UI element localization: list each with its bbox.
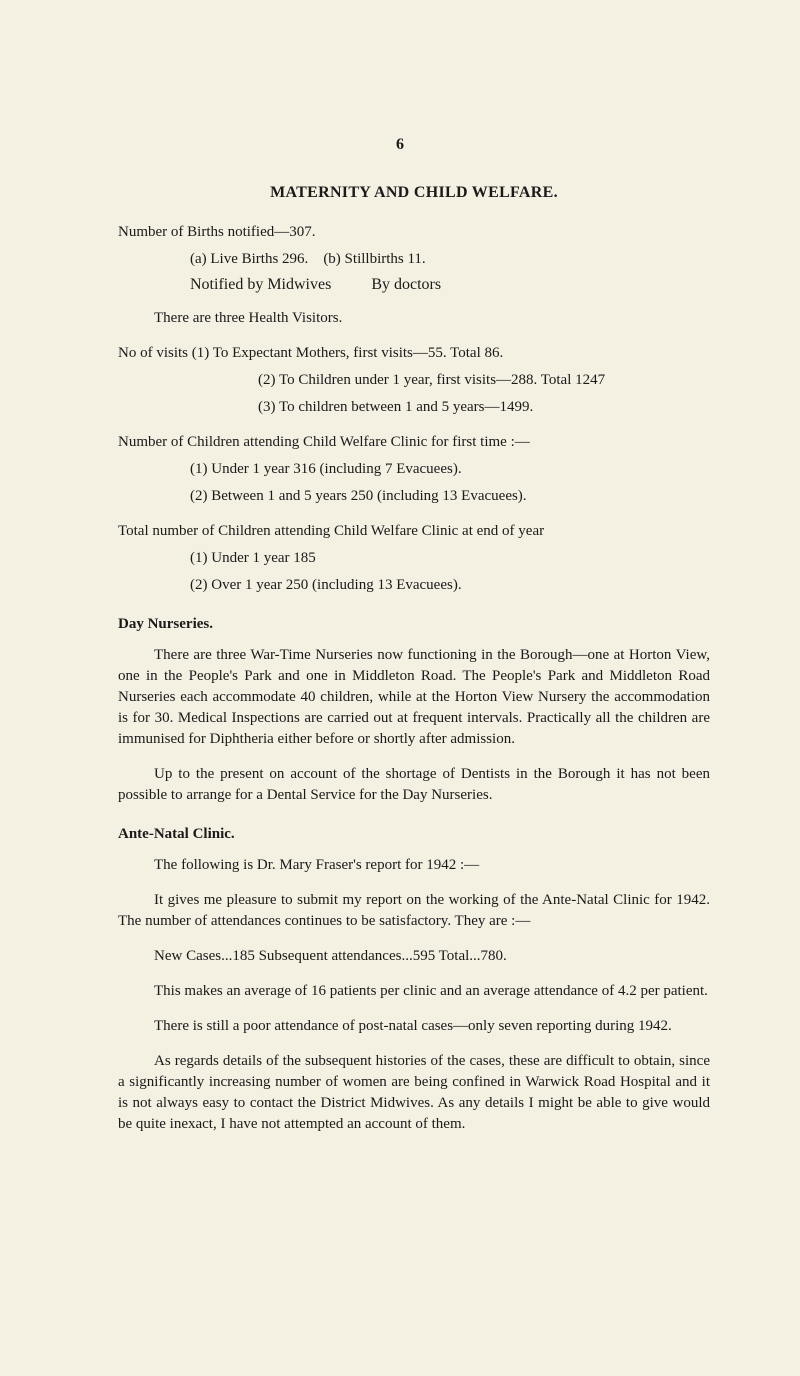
health-visitors: There are three Health Visitors.: [118, 308, 710, 329]
ante-para-4: This makes an average of 16 patients per…: [118, 981, 710, 1002]
children-attending-end-year: Total number of Children attending Child…: [118, 521, 710, 542]
day-nurseries-para-1: There are three War-Time Nurseries now f…: [118, 645, 710, 750]
live-births-stillbirths: (a) Live Births 296. (b) Stillbirths 11.: [118, 249, 710, 270]
visits-line-3: (3) To children between 1 and 5 years—14…: [118, 397, 710, 418]
ante-para-6: As regards details of the subsequent his…: [118, 1051, 710, 1135]
stillbirths: (b) Stillbirths 11.: [323, 251, 425, 267]
ante-para-1: The following is Dr. Mary Fraser's repor…: [118, 855, 710, 876]
notified-midwives: Notified by Midwives: [190, 276, 331, 294]
ante-para-5: There is still a poor attendance of post…: [118, 1016, 710, 1037]
page-number: 6: [0, 136, 800, 154]
ante-natal-heading: Ante-Natal Clinic.: [118, 826, 710, 843]
first-time-item-1: (1) Under 1 year 316 (including 7 Evacue…: [118, 459, 710, 480]
end-year-item-1: (1) Under 1 year 185: [118, 548, 710, 569]
ante-para-2: It gives me pleasure to submit my report…: [118, 890, 710, 932]
first-time-item-2: (2) Between 1 and 5 years 250 (including…: [118, 486, 710, 507]
ante-para-3: New Cases...185 Subsequent attendances..…: [118, 946, 710, 967]
end-year-item-2: (2) Over 1 year 250 (including 13 Evacue…: [118, 575, 710, 596]
visits-line-2: (2) To Children under 1 year, first visi…: [118, 370, 710, 391]
day-nurseries-para-2: Up to the present on account of the shor…: [118, 764, 710, 806]
live-births: (a) Live Births 296.: [190, 251, 308, 267]
visits-line-1: No of visits (1) To Expectant Mothers, f…: [118, 343, 710, 364]
births-notified: Number of Births notified—307.: [118, 222, 710, 243]
document-page: 6 MATERNITY AND CHILD WELFARE. Number of…: [0, 0, 800, 1376]
page-title: MATERNITY AND CHILD WELFARE.: [118, 184, 710, 202]
notified-by-row: Notified by Midwives By doctors: [118, 276, 710, 294]
notified-doctors: By doctors: [371, 276, 441, 294]
day-nurseries-heading: Day Nurseries.: [118, 616, 710, 633]
children-attending-first-time: Number of Children attending Child Welfa…: [118, 432, 710, 453]
